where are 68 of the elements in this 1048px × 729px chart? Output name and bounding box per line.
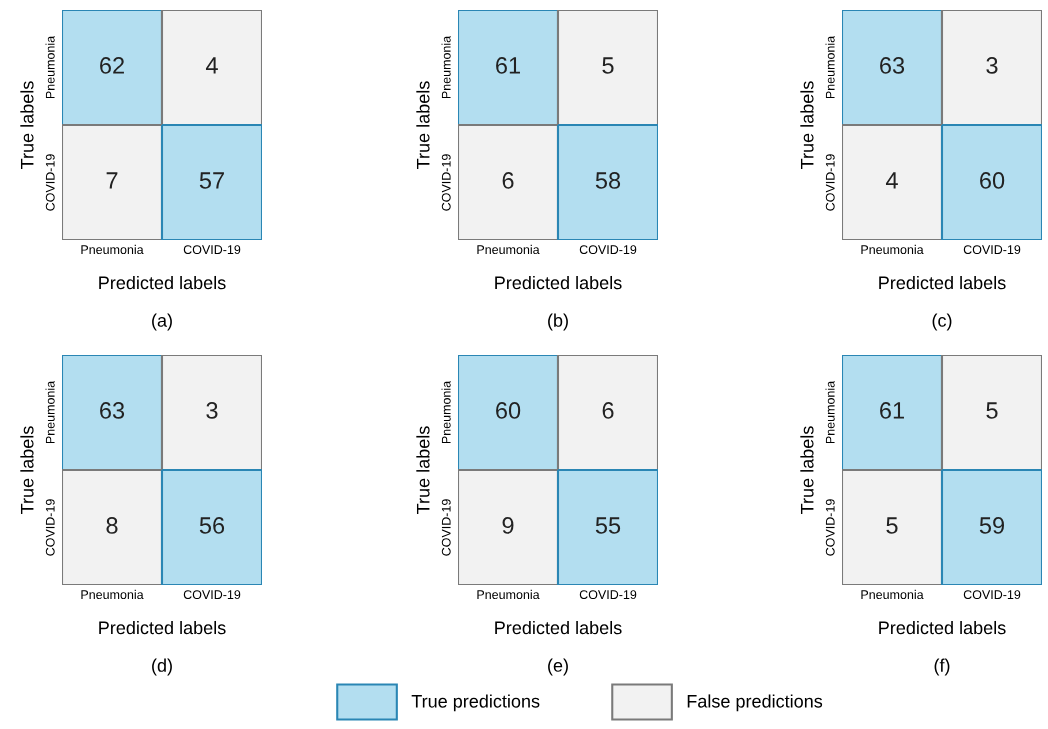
data-label: 60	[496, 402, 521, 419]
x-tick-label: Pneumonia	[81, 244, 144, 255]
data-label: 6	[602, 402, 614, 419]
data-label: 5	[886, 517, 898, 534]
x-tick-label: COVID-19	[183, 590, 241, 600]
x-tick-label: COVID-19	[183, 245, 241, 255]
x-axis-title: Predicted labels	[879, 620, 1006, 635]
data-label: 56	[199, 517, 225, 534]
text: (d)	[152, 658, 172, 676]
data-label: 58	[595, 172, 621, 189]
x-tick-label: Pneumonia	[477, 244, 540, 255]
x-tick-label: Pneumonia	[861, 244, 924, 255]
data-label: 6	[502, 172, 514, 189]
text: (f)	[934, 658, 950, 676]
y-tick-label: COVID-19	[825, 154, 835, 211]
data-label: 9	[502, 517, 514, 534]
x-axis-title: Predicted labels	[495, 275, 622, 290]
y-tick-label: COVID-19	[45, 499, 55, 556]
data-label: 7	[106, 172, 118, 189]
x-tick-label: Pneumonia	[477, 589, 540, 600]
data-label: 60	[980, 172, 1005, 189]
y-axis-title: True labels	[800, 81, 814, 169]
data-label: 5	[986, 402, 998, 419]
data-label: 3	[986, 57, 998, 74]
data-label: 63	[880, 57, 905, 74]
x-axis-title: Predicted labels	[99, 275, 226, 290]
x-tick-label: Pneumonia	[81, 589, 144, 600]
x-tick-label: COVID-19	[963, 590, 1021, 600]
y-tick-label: Pneumonia	[441, 35, 451, 99]
x-tick-label: COVID-19	[963, 245, 1021, 255]
y-axis-title: True labels	[416, 426, 430, 514]
y-tick-label: Pneumonia	[45, 35, 55, 99]
y-tick-label: COVID-19	[441, 154, 451, 211]
y-axis-title: True labels	[800, 426, 814, 514]
data-label: 57	[199, 172, 224, 189]
y-axis-title: True labels	[20, 426, 34, 514]
y-tick-label: COVID-19	[45, 154, 55, 211]
x-axis-title: Predicted labels	[495, 620, 622, 635]
y-tick-label: Pneumonia	[825, 35, 835, 99]
text: (c)	[932, 313, 952, 331]
data-label: 8	[106, 517, 118, 534]
y-axis-title: True labels	[20, 81, 34, 169]
x-tick-label: COVID-19	[579, 590, 637, 600]
y-tick-label: Pneumonia	[441, 380, 451, 444]
data-label: 62	[100, 57, 124, 74]
legend-label: True predictions	[411, 694, 540, 712]
data-label: 61	[880, 402, 904, 419]
data-label: 5	[602, 57, 614, 74]
text: (e)	[548, 658, 568, 676]
text: (b)	[548, 313, 568, 331]
data-label: 3	[206, 402, 218, 419]
text: (a)	[152, 313, 172, 331]
data-label: 61	[496, 57, 520, 74]
y-tick-label: Pneumonia	[45, 380, 55, 444]
y-tick-label: Pneumonia	[825, 380, 835, 444]
y-tick-label: COVID-19	[825, 499, 835, 556]
x-axis-title: Predicted labels	[879, 275, 1006, 290]
data-label: 4	[205, 57, 218, 74]
data-label: 59	[979, 517, 1005, 534]
x-tick-label: Pneumonia	[861, 589, 924, 600]
legend-label: False predictions	[687, 694, 823, 712]
x-tick-label: COVID-19	[579, 245, 637, 255]
y-axis-title: True labels	[416, 81, 430, 169]
data-label: 63	[100, 402, 125, 419]
x-axis-title: Predicted labels	[99, 620, 226, 635]
data-label: 55	[595, 517, 621, 534]
y-tick-label: COVID-19	[441, 499, 451, 556]
data-label: 4	[885, 172, 898, 189]
